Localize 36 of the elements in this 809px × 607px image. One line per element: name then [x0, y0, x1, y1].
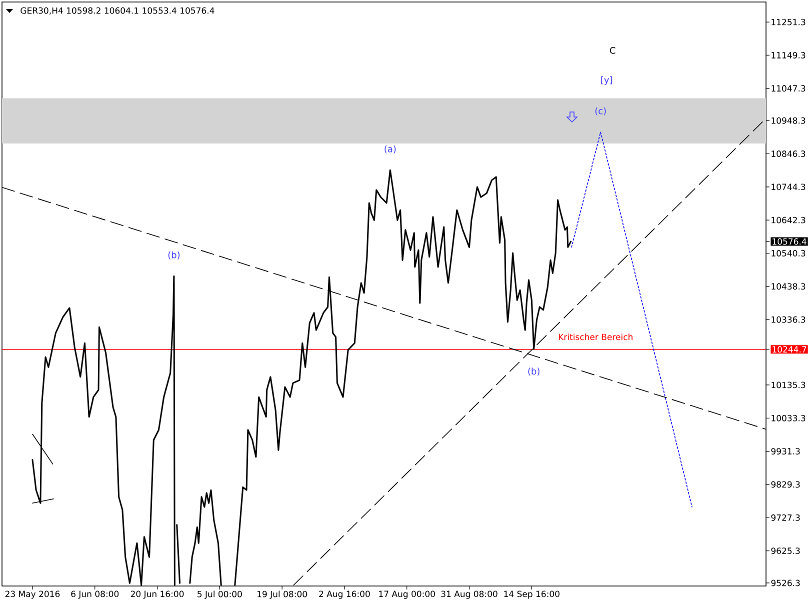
y-tick-label: 9829.3	[771, 481, 800, 488]
x-tick-label: 31 Aug 08:00	[441, 590, 498, 599]
y-tick-label: 11149.3	[772, 52, 806, 58]
x-tick-label: 5 Jul 00:00	[198, 590, 242, 599]
y-tick-label: 10033.3	[772, 414, 806, 422]
annotation: (b)	[528, 368, 540, 376]
x-tick-label: 23 May 2016	[5, 590, 60, 599]
y-tick-label: 10135.3	[772, 382, 806, 388]
y-tick-label: 10540.3	[772, 250, 806, 256]
x-tick-label: 17 Aug 00:00	[379, 590, 435, 599]
annotation: (a)	[384, 145, 396, 154]
x-tick-label: 2 Aug 16:00	[319, 590, 370, 599]
y-tick-label: 10244.7	[772, 346, 806, 353]
annotation: (b)	[168, 251, 180, 260]
y-tick-label: 10576.4	[772, 238, 806, 245]
x-tick-label: 19 Jul 08:00	[258, 590, 307, 599]
text: GER30,H4 10598.2 10604.1 10553.4 10576.4	[20, 7, 214, 15]
y-tick-label: 9625.3	[771, 548, 800, 554]
annotation: [y]	[601, 76, 612, 85]
x-tick-label: 20 Jun 16:00	[130, 590, 184, 599]
y-tick-label: 11251.3	[772, 18, 806, 26]
y-tick-label: 9931.3	[771, 448, 800, 454]
annotation: (c)	[595, 107, 606, 116]
x-tick-label: 14 Sep 16:00	[504, 590, 560, 599]
y-tick-label: 9727.3	[771, 514, 800, 521]
y-tick-label: 11047.3	[772, 85, 806, 92]
ref-line-label: Kritischer Bereich	[558, 334, 632, 340]
annotation: C	[610, 47, 616, 54]
y-tick-label: 10336.3	[772, 316, 806, 323]
y-tick-label: 10642.3	[772, 216, 806, 224]
y-tick-label: 10744.3	[772, 184, 806, 190]
y-tick-label: 10948.3	[772, 117, 806, 124]
y-tick-label: 10438.3	[772, 283, 806, 290]
y-tick-label: 10846.3	[772, 150, 806, 157]
x-tick-label: 6 Jun 08:00	[71, 590, 119, 599]
y-tick-label: 9526.3	[771, 580, 800, 586]
